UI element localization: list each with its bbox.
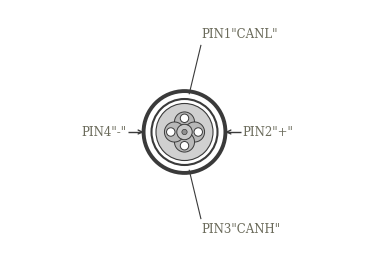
Circle shape [156,103,213,161]
Circle shape [184,122,204,142]
Circle shape [165,122,184,142]
Circle shape [180,114,189,122]
Circle shape [180,142,189,150]
Text: PIN1"CANL": PIN1"CANL" [202,28,278,41]
Circle shape [182,129,187,135]
Circle shape [194,128,203,136]
Text: PIN3"CANH": PIN3"CANH" [202,223,281,236]
Text: PIN4"-": PIN4"-" [81,125,127,139]
Circle shape [175,112,194,132]
Circle shape [166,128,175,136]
Circle shape [177,124,192,140]
Text: PIN2"+": PIN2"+" [242,125,293,139]
Circle shape [175,132,194,152]
